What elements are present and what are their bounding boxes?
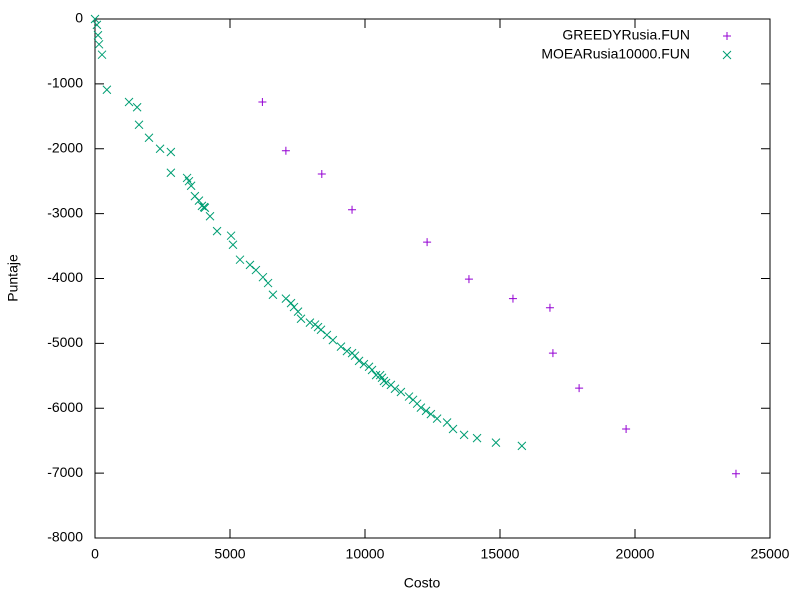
scatter-point xyxy=(258,272,268,282)
scatter-point xyxy=(348,205,357,214)
scatter-point xyxy=(212,226,222,236)
scatter-point xyxy=(132,102,142,112)
scatter-point xyxy=(134,120,144,130)
scatter-point xyxy=(263,278,273,288)
legend-label: MOEARusia10000.FUN xyxy=(541,46,690,62)
scatter-point xyxy=(155,144,165,154)
scatter-point xyxy=(432,414,442,423)
scatter-point xyxy=(423,238,432,247)
legend-symbol xyxy=(722,50,732,60)
scatter-point xyxy=(390,384,400,394)
x-tick-label: 15000 xyxy=(481,546,520,562)
scatter-point xyxy=(166,147,176,157)
scatter-point xyxy=(426,409,436,419)
y-tick-label: 0 xyxy=(75,10,83,26)
scatter-point xyxy=(258,98,267,107)
scatter-point xyxy=(102,85,112,95)
x-axis-label: Costo xyxy=(404,575,441,591)
scatter-point xyxy=(491,438,501,447)
scatter-point xyxy=(245,260,255,270)
scatter-point xyxy=(94,39,104,49)
scatter-point xyxy=(359,359,369,369)
scatter-point xyxy=(144,133,154,143)
scatter-point xyxy=(305,318,315,327)
scatter-point xyxy=(92,20,102,30)
scatter-point xyxy=(293,307,303,316)
scatter-point xyxy=(328,335,338,345)
x-tick-label: 25000 xyxy=(751,546,790,562)
scatter-point xyxy=(508,294,517,303)
scatter-point xyxy=(517,441,527,451)
scatter-point xyxy=(731,469,740,478)
scatter-point xyxy=(371,370,381,380)
legend-symbol xyxy=(723,32,731,40)
y-tick-label: -8000 xyxy=(47,529,83,545)
y-tick-label: -2000 xyxy=(47,139,83,155)
scatter-point xyxy=(545,303,554,312)
scatter-point xyxy=(472,433,482,443)
y-tick-label: -3000 xyxy=(47,204,83,220)
scatter-point xyxy=(322,330,332,340)
y-tick-label: -4000 xyxy=(47,269,83,285)
scatter-point xyxy=(316,325,326,335)
scatter-point xyxy=(286,298,296,308)
scatter-point xyxy=(367,365,377,375)
scatter-point xyxy=(404,392,414,401)
scatter-point xyxy=(354,356,364,366)
scatter-point xyxy=(317,170,326,179)
scatter-point xyxy=(464,275,473,284)
scatter-point xyxy=(350,351,360,361)
scatter-point xyxy=(421,406,431,416)
scatter-point xyxy=(93,30,103,40)
x-tick-label: 5000 xyxy=(214,546,245,562)
x-tick-label: 20000 xyxy=(616,546,655,562)
scatter-point xyxy=(416,403,426,412)
scatter-point xyxy=(342,346,352,356)
scatter-point xyxy=(200,203,210,213)
y-tick-label: -5000 xyxy=(47,334,83,350)
scatter-point xyxy=(575,384,584,393)
scatter-point xyxy=(184,176,194,186)
y-tick-label: -1000 xyxy=(47,75,83,91)
x-tick-label: 10000 xyxy=(346,546,385,562)
y-axis-label: Puntaje xyxy=(5,254,21,302)
scatter-point xyxy=(235,255,245,265)
scatter-point xyxy=(281,146,290,155)
scatter-point xyxy=(124,97,134,107)
scatter-point xyxy=(228,240,238,250)
scatter-point xyxy=(448,424,458,434)
scatter-point xyxy=(205,211,215,221)
scatter-point xyxy=(296,314,306,324)
scatter-point xyxy=(251,265,261,275)
scatter-point xyxy=(548,349,557,358)
scatter-point xyxy=(381,378,391,388)
scatter-point xyxy=(396,387,406,397)
legend-label: GREEDYRusia.FUN xyxy=(562,27,690,43)
scatter-point xyxy=(268,290,278,300)
y-tick-label: -7000 xyxy=(47,464,83,480)
scatter-point xyxy=(194,196,204,206)
scatter-point xyxy=(186,181,196,191)
scatter-point xyxy=(336,342,346,351)
scatter-point xyxy=(90,14,100,24)
scatter-point xyxy=(97,50,107,60)
scatter-point xyxy=(226,231,236,241)
y-tick-label: -6000 xyxy=(47,399,83,415)
x-tick-label: 0 xyxy=(91,546,99,562)
scatter-point xyxy=(622,425,631,434)
plot-frame xyxy=(94,18,771,539)
scatter-point xyxy=(166,168,176,178)
scatter-point xyxy=(459,430,469,440)
